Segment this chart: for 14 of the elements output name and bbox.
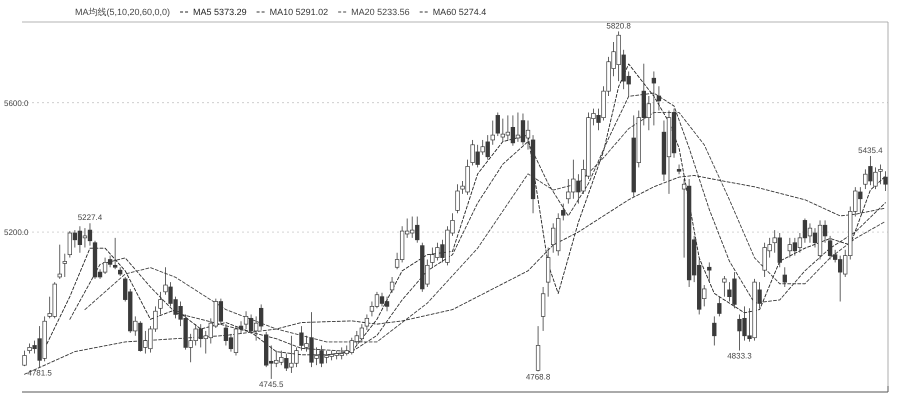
y-tick-label: 5600.0 [4, 98, 30, 108]
chart-subtitle: MA均线(5,10,20,60,0,0) [75, 7, 170, 17]
y-tick-label: 5200.0 [4, 228, 30, 238]
annotation: 4768.8 [526, 372, 551, 382]
legend-label: MA60 5274.4 [432, 7, 486, 17]
legend-label: MA5 5373.29 [193, 7, 247, 17]
annotation: 4781.5 [27, 368, 52, 378]
legend-label: MA20 5233.56 [351, 7, 410, 17]
annotation: 4745.5 [258, 380, 284, 389]
annotation: 5227.4 [78, 213, 103, 222]
legend-label: MA10 5291.02 [270, 7, 328, 17]
annotation: 4833.3 [727, 352, 752, 361]
annotation: 5820.8 [606, 21, 632, 30]
annotation: 5435.4 [858, 146, 884, 155]
